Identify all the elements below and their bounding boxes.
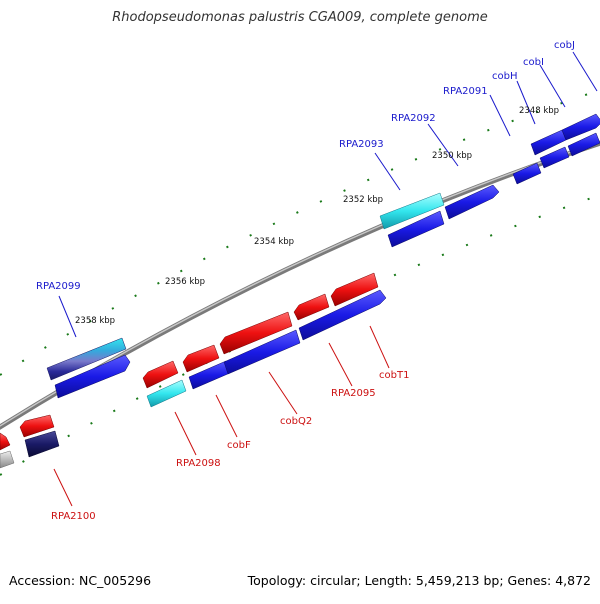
forward-leader-lines xyxy=(58,51,598,338)
gene-block[interactable] xyxy=(46,337,127,381)
gene-block[interactable] xyxy=(182,344,220,373)
gene-block[interactable] xyxy=(293,293,330,321)
gene-block[interactable] xyxy=(0,450,15,469)
gene-label-cobq2[interactable]: cobQ2 xyxy=(280,416,312,427)
inner-tick-track xyxy=(0,194,600,476)
gene-block[interactable] xyxy=(146,379,187,408)
gene-block[interactable] xyxy=(0,432,11,451)
accession-text: Accession: NC_005296 xyxy=(9,573,152,588)
gene-block[interactable] xyxy=(512,162,542,185)
gene-block[interactable] xyxy=(387,210,445,248)
outer-tick-track xyxy=(0,89,600,376)
gene-label-rpa2098[interactable]: RPA2098 xyxy=(176,458,221,469)
gene-label-rpa2100[interactable]: RPA2100 xyxy=(51,511,96,522)
gene-block[interactable] xyxy=(219,311,293,355)
scale-label-2356: 2356 kbp xyxy=(165,277,205,287)
gene-block[interactable] xyxy=(19,414,55,438)
gene-block[interactable] xyxy=(444,184,500,220)
scale-label-2348: 2348 kbp xyxy=(519,106,559,116)
scale-label-2352: 2352 kbp xyxy=(343,195,383,205)
map-title: Rhodopseudomonas palustris CGA009, compl… xyxy=(112,10,488,25)
scale-label-2354: 2354 kbp xyxy=(254,237,294,247)
gene-block[interactable] xyxy=(298,289,387,341)
reverse-leader-lines xyxy=(53,325,390,507)
gene-block[interactable] xyxy=(223,329,301,375)
gene-block[interactable] xyxy=(142,360,179,389)
gene-block[interactable] xyxy=(330,272,379,307)
gene-block[interactable] xyxy=(561,113,600,141)
gene-label-cobt1[interactable]: cobT1 xyxy=(379,370,409,381)
gene-label-rpa2095[interactable]: RPA2095 xyxy=(331,388,376,399)
gene-block[interactable] xyxy=(24,430,60,458)
gene-label-rpa2099[interactable]: RPA2099 xyxy=(36,281,81,292)
gene-block[interactable] xyxy=(54,354,131,399)
gene-block[interactable] xyxy=(539,146,570,169)
gene-label-cobi[interactable]: cobI xyxy=(523,57,544,68)
gene-label-rpa2092[interactable]: RPA2092 xyxy=(391,113,436,124)
genome-backbone-highlight xyxy=(0,141,600,427)
gene-label-cobh[interactable]: cobH xyxy=(492,71,517,82)
gene-label-cobj[interactable]: cobJ xyxy=(554,40,575,51)
gene-label-rpa2091[interactable]: RPA2091 xyxy=(443,86,488,97)
scale-label-2350: 2350 kbp xyxy=(432,151,472,161)
gene-label-rpa2093[interactable]: RPA2093 xyxy=(339,139,384,150)
genome-backbone xyxy=(0,140,600,430)
scale-label-2358: 2358 kbp xyxy=(75,316,115,326)
gene-block[interactable] xyxy=(567,132,600,157)
gene-block[interactable] xyxy=(379,192,445,230)
genome-summary-text: Topology: circular; Length: 5,459,213 bp… xyxy=(247,573,591,588)
gene-label-cobf[interactable]: cobF xyxy=(227,440,251,451)
